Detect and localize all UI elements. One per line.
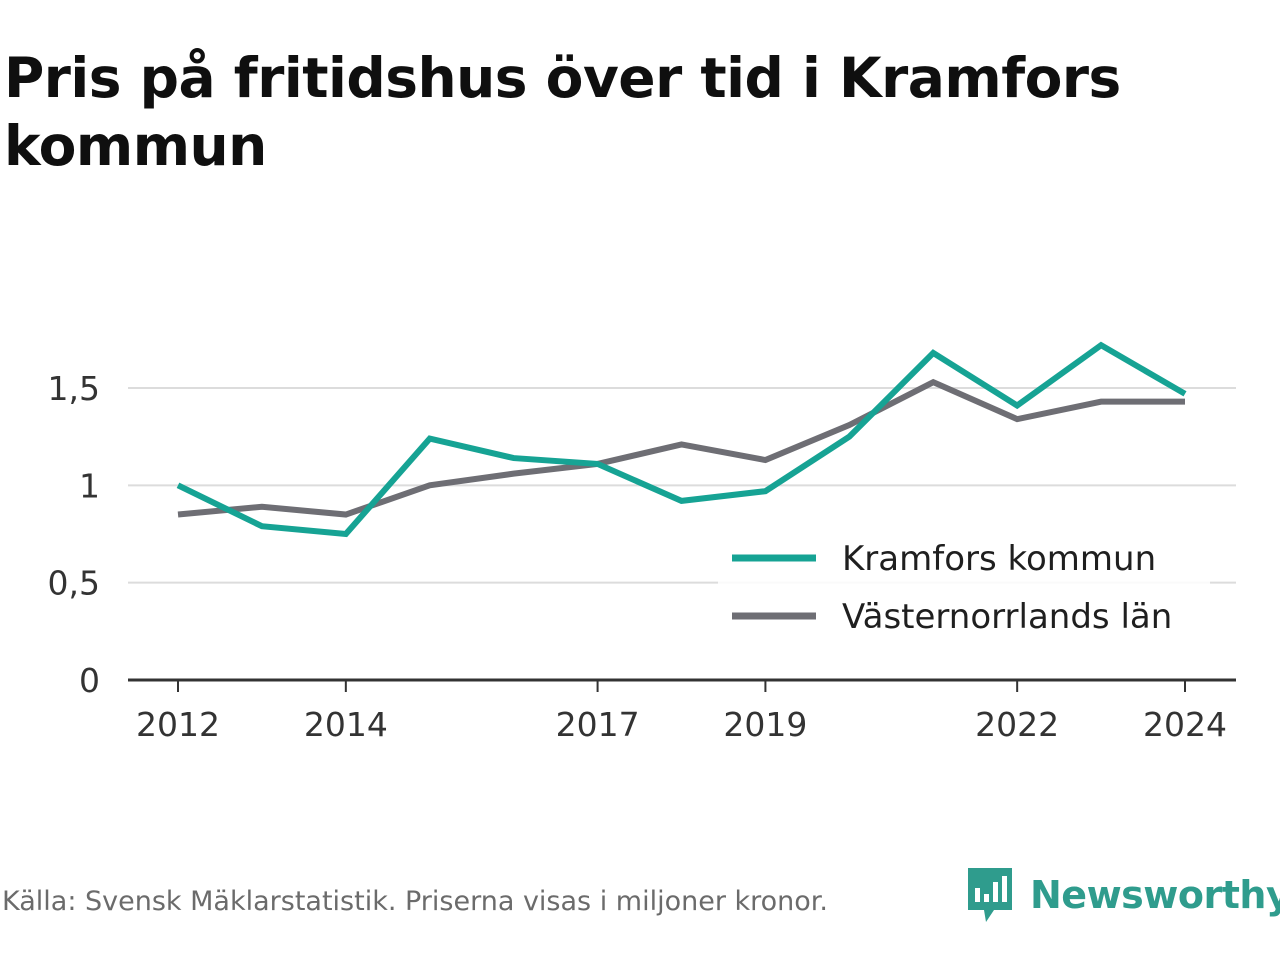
legend: Kramfors kommun Västernorrlands län (718, 530, 1210, 646)
chart-title: Pris på fritidshus över tid i Kramfors k… (4, 46, 1121, 178)
x-tick-label: 2017 (556, 705, 640, 744)
series-line-kramfors-kommun (176, 341, 1187, 538)
x-tick-label: 2012 (136, 705, 220, 744)
y-tick-label: 1 (79, 466, 100, 505)
y-tick-label: 0,5 (48, 564, 100, 603)
y-tick-label: 0 (79, 661, 100, 700)
x-tick-label: 2019 (723, 705, 807, 744)
y-tick-label: 1,5 (48, 369, 100, 408)
brand-name: Newsworthy (1030, 873, 1280, 917)
source-note: Källa: Svensk Mäklarstatistik. Priserna … (2, 886, 829, 917)
legend-label: Kramfors kommun (842, 539, 1156, 579)
newsworthy-logo-icon (968, 868, 1012, 922)
x-tick-label: 2022 (975, 705, 1059, 744)
brand-logo: Newsworthy (964, 864, 1280, 926)
series-line-vasternorrlands-lan (177, 378, 1185, 518)
series-lines (176, 341, 1187, 538)
axes: 0 0,5 1 1,5 2012 2014 2017 2019 2022 2024 (48, 369, 1236, 744)
legend-label: Västernorrlands län (842, 597, 1172, 637)
legend-background (718, 530, 1210, 646)
line-chart: 0 0,5 1 1,5 2012 2014 2017 2019 2022 2024 Kramfor… (48, 341, 1236, 744)
x-tick-label: 2014 (304, 705, 388, 744)
x-tick-label: 2024 (1143, 705, 1227, 744)
